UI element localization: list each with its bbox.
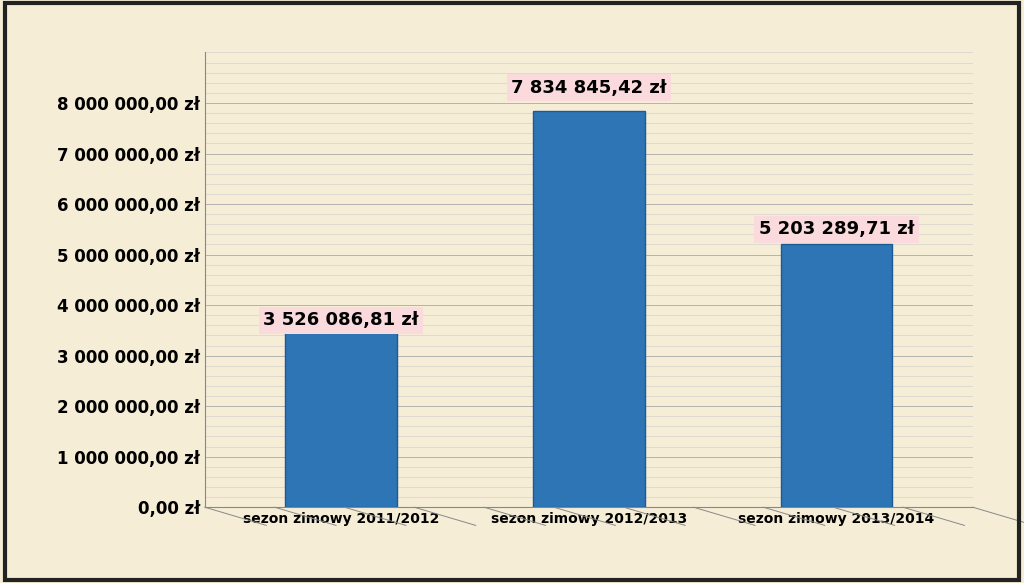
Text: 7 834 845,42 zł: 7 834 845,42 zł — [511, 79, 667, 97]
Bar — [781, 244, 892, 507]
Bar — [534, 111, 644, 507]
Text: 3 526 086,81 zł: 3 526 086,81 zł — [263, 311, 419, 329]
Text: 5 203 289,71 zł: 5 203 289,71 zł — [759, 220, 914, 238]
Bar — [286, 329, 397, 507]
